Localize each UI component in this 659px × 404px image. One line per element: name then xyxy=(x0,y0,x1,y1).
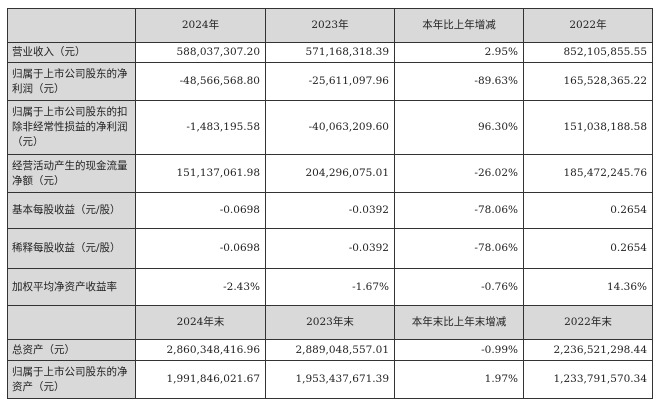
cell-value: 151,137,061.98 xyxy=(135,154,266,193)
row-label: 总资产（元） xyxy=(7,339,136,361)
cell-value: 1.97% xyxy=(394,360,524,399)
table-row: 归属于上市公司股东的净资产（元） 1,991,846,021.67 1,953,43… xyxy=(7,360,653,399)
cell-value: 96.30% xyxy=(394,100,524,155)
cell-value: 0.2654 xyxy=(523,228,653,269)
row-label: 归属于上市公司股东的净资产（元） xyxy=(7,360,136,399)
table-row: 基本每股收益（元/股） -0.0698 -0.0392 -78.06% 0.2654 xyxy=(7,192,653,229)
row-label: 基本每股收益（元/股） xyxy=(7,192,136,229)
cell-value: 151,038,188.58 xyxy=(523,100,653,155)
column-header: 2023年末 xyxy=(265,305,395,340)
column-header: 2023年 xyxy=(265,8,395,43)
cell-value: 1,233,791,570.34 xyxy=(523,360,653,399)
cell-value: 588,037,307.20 xyxy=(135,42,266,63)
table-row: 归属于上市公司股东的扣除非经常性损益的净利润（元） -1,483,195.58 -4… xyxy=(7,100,653,155)
cell-value: -0.76% xyxy=(394,268,524,306)
cell-value: 852,105,855.55 xyxy=(523,42,653,63)
cell-value: -2.43% xyxy=(135,268,266,306)
cell-value: -0.0698 xyxy=(135,228,266,269)
cell-value: -0.0698 xyxy=(135,192,266,229)
header-corner xyxy=(7,8,136,43)
cell-value: -0.0392 xyxy=(265,228,395,269)
row-label: 归属于上市公司股东的净利润（元） xyxy=(7,62,136,101)
table-row: 加权平均净资产收益率 -2.43% -1.67% -0.76% 14.36% xyxy=(7,268,653,306)
row-label: 稀释每股收益（元/股） xyxy=(7,228,136,269)
cell-value: -78.06% xyxy=(394,192,524,229)
row-label: 营业收入（元） xyxy=(7,42,136,63)
column-header: 2024年末 xyxy=(135,305,266,340)
column-header: 2024年 xyxy=(135,8,266,43)
cell-value: -40,063,209.60 xyxy=(265,100,395,155)
cell-value: -48,566,568.80 xyxy=(135,62,266,101)
cell-value: 2,860,348,416.96 xyxy=(135,339,266,361)
table-row: 营业收入（元） 588,037,307.20 571,168,318.39 2.95%… xyxy=(7,42,653,63)
cell-value: -1.67% xyxy=(265,268,395,306)
cell-value: -89.63% xyxy=(394,62,524,101)
table-row: 归属于上市公司股东的净利润（元） -48,566,568.80 -25,611,09… xyxy=(7,62,653,101)
cell-value: -1,483,195.58 xyxy=(135,100,266,155)
cell-value: 165,528,365.22 xyxy=(523,62,653,101)
cell-value: -78.06% xyxy=(394,228,524,269)
cell-value: -25,611,097.96 xyxy=(265,62,395,101)
cell-value: 2,889,048,557.01 xyxy=(265,339,395,361)
cell-value: -0.0392 xyxy=(265,192,395,229)
column-header: 2022年 xyxy=(523,8,653,43)
header-row: 2024年 2023年 本年比上年增减 2022年 xyxy=(7,8,653,43)
row-label: 加权平均净资产收益率 xyxy=(7,268,136,306)
financial-summary-table: 2024年 2023年 本年比上年增减 2022年 营业收入（元） 588,037,307… xyxy=(7,8,653,399)
cell-value: 1,991,846,021.67 xyxy=(135,360,266,399)
cell-value: -0.99% xyxy=(394,339,524,361)
row-label: 经营活动产生的现金流量净额（元） xyxy=(7,154,136,193)
cell-value: 14.36% xyxy=(523,268,653,306)
header-row: 2024年末 2023年末 本年末比上年末增减 2022年末 xyxy=(7,305,653,340)
row-label: 归属于上市公司股东的扣除非经常性损益的净利润（元） xyxy=(7,100,136,155)
header-corner xyxy=(7,305,136,340)
cell-value: 0.2654 xyxy=(523,192,653,229)
table-row: 总资产（元） 2,860,348,416.96 2,889,048,557.01 -0… xyxy=(7,339,653,361)
cell-value: 185,472,245.76 xyxy=(523,154,653,193)
column-header: 本年末比上年末增减 xyxy=(394,305,524,340)
cell-value: 2.95% xyxy=(394,42,524,63)
cell-value: 1,953,437,671.39 xyxy=(265,360,395,399)
cell-value: -26.02% xyxy=(394,154,524,193)
table-row: 稀释每股收益（元/股） -0.0698 -0.0392 -78.06% 0.2654 xyxy=(7,228,653,269)
table-row: 经营活动产生的现金流量净额（元） 151,137,061.98 204,296,07… xyxy=(7,154,653,193)
cell-value: 571,168,318.39 xyxy=(265,42,395,63)
column-header: 2022年末 xyxy=(523,305,653,340)
cell-value: 204,296,075.01 xyxy=(265,154,395,193)
cell-value: 2,236,521,298.44 xyxy=(523,339,653,361)
column-header: 本年比上年增减 xyxy=(394,8,524,43)
